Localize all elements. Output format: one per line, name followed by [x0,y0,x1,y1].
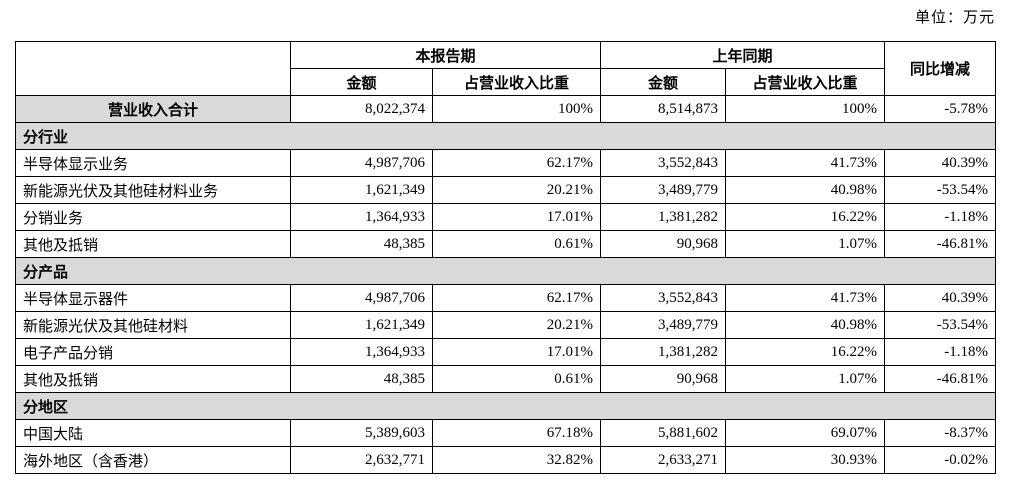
current-amount-cell: 2,632,771 [290,446,433,474]
row-label: 新能源光伏及其他硅材料业务 [15,176,291,204]
row-label: 海外地区（含香港） [15,446,291,474]
prior-amount-header: 金额 [600,68,727,96]
total-revenue-row: 营业收入合计 8,022,374 100% 8,514,873 100% -5.… [15,95,997,123]
current-amount-cell: 5,389,603 [290,419,433,447]
current-share-cell: 0.61% [431,365,602,393]
unit-label: 单位：万元 [914,10,995,26]
current-share-cell: 62.17% [431,149,602,177]
row-label: 半导体显示业务 [15,149,291,177]
current-amount-cell: 48,385 [290,230,433,258]
current-share-header: 占营业收入比重 [431,68,602,96]
current-amount-cell: 1,621,349 [290,311,433,339]
prior-share-cell: 1.07% [725,365,886,393]
section-header-row: 分产品 [14,257,997,285]
prior-amount-cell: 90,968 [600,365,727,393]
yoy-cell: -8.37% [884,419,997,447]
row-label: 半导体显示器件 [15,284,291,312]
prior-amount-cell: 3,489,779 [600,311,727,339]
current-amount-cell: 4,987,706 [290,149,433,177]
prior-share-cell: 69.07% [725,419,886,447]
current-share-cell: 62.17% [431,284,602,312]
prior-amount-cell: 3,552,843 [600,149,727,177]
table-row: 半导体显示业务 4,987,706 62.17% 3,552,843 41.73… [15,149,997,177]
table-row: 新能源光伏及其他硅材料业务 1,621,349 20.21% 3,489,779… [15,176,997,204]
current-share-cell: 17.01% [431,203,602,231]
row-label: 中国大陆 [15,419,291,447]
yoy-cell: -53.54% [884,311,997,339]
prior-share-cell: 1.07% [725,230,886,258]
section-header-row: 分行业 [14,122,997,150]
section-title: 分产品 [14,257,997,285]
prior-amount-cell: 5,881,602 [600,419,727,447]
current-share-cell: 20.21% [431,311,602,339]
prior-amount-cell: 90,968 [600,230,727,258]
yoy-change-header: 同比增减 [884,41,997,96]
row-label: 电子产品分销 [15,338,291,366]
row-label: 其他及抵销 [15,230,291,258]
yoy-cell: -5.78% [884,95,997,123]
prior-share-cell: 40.98% [725,176,886,204]
prior-amount-cell: 8,514,873 [600,95,727,123]
prior-share-cell: 41.73% [725,284,886,312]
prior-amount-cell: 1,381,282 [600,203,727,231]
current-share-cell: 17.01% [431,338,602,366]
current-amount-cell: 1,364,933 [290,203,433,231]
row-label: 其他及抵销 [15,365,291,393]
table-row: 电子产品分销 1,364,933 17.01% 1,381,282 16.22%… [15,338,997,366]
current-amount-cell: 48,385 [290,365,433,393]
current-share-cell: 32.82% [431,446,602,474]
section-title: 分地区 [14,392,997,420]
header-row-metrics: 金额 占营业收入比重 金额 占营业收入比重 [16,68,996,96]
yoy-cell: -46.81% [884,230,997,258]
table-row: 分销业务 1,364,933 17.01% 1,381,282 16.22% -… [15,203,997,231]
prior-share-cell: 100% [725,95,886,123]
table-row: 海外地区（含香港） 2,632,771 32.82% 2,633,271 30.… [15,446,997,474]
prior-share-cell: 41.73% [725,149,886,177]
prior-share-cell: 16.22% [725,338,886,366]
prior-amount-cell: 2,633,271 [600,446,727,474]
current-amount-cell: 1,364,933 [290,338,433,366]
current-period-header: 本报告期 [289,41,602,69]
current-share-cell: 100% [431,95,602,123]
current-share-cell: 20.21% [431,176,602,204]
current-amount-header: 金额 [290,68,433,96]
prior-period-header: 上年同期 [600,41,886,69]
row-label: 营业收入合计 [15,95,291,123]
prior-share-cell: 40.98% [725,311,886,339]
table-row: 其他及抵销 48,385 0.61% 90,968 1.07% -46.81% [15,230,997,258]
yoy-cell: 40.39% [884,284,997,312]
row-label: 分销业务 [15,203,291,231]
section-header-row: 分地区 [14,392,997,420]
current-share-cell: 0.61% [431,230,602,258]
yoy-cell: 40.39% [884,149,997,177]
header-row-periods: 本报告期 上年同期 同比增减 [15,41,997,96]
yoy-cell: -0.02% [884,446,997,474]
current-share-cell: 67.18% [431,419,602,447]
prior-share-cell: 16.22% [725,203,886,231]
table-row: 新能源光伏及其他硅材料 1,621,349 20.21% 3,489,779 4… [15,311,997,339]
yoy-cell: -1.18% [884,338,997,366]
prior-share-cell: 30.93% [725,446,886,474]
section-title: 分行业 [14,122,997,150]
table-row: 半导体显示器件 4,987,706 62.17% 3,552,843 41.73… [15,284,997,312]
yoy-cell: -1.18% [884,203,997,231]
yoy-cell: -53.54% [884,176,997,204]
prior-amount-cell: 3,489,779 [600,176,727,204]
blank-corner-cell [15,41,291,96]
current-amount-cell: 8,022,374 [290,95,433,123]
prior-amount-cell: 1,381,282 [600,338,727,366]
table-row: 中国大陆 5,389,603 67.18% 5,881,602 69.07% -… [15,419,997,447]
yoy-cell: -46.81% [884,365,997,393]
current-amount-cell: 1,621,349 [290,176,433,204]
prior-share-header: 占营业收入比重 [725,68,886,96]
table-row: 其他及抵销 48,385 0.61% 90,968 1.07% -46.81% [15,365,997,393]
current-amount-cell: 4,987,706 [290,284,433,312]
row-label: 新能源光伏及其他硅材料 [15,311,291,339]
revenue-breakdown-table: 本报告期 上年同期 同比增减 金额 占营业收入比重 金额 占营业收入比重 营业收… [14,41,997,474]
prior-amount-cell: 3,552,843 [600,284,727,312]
